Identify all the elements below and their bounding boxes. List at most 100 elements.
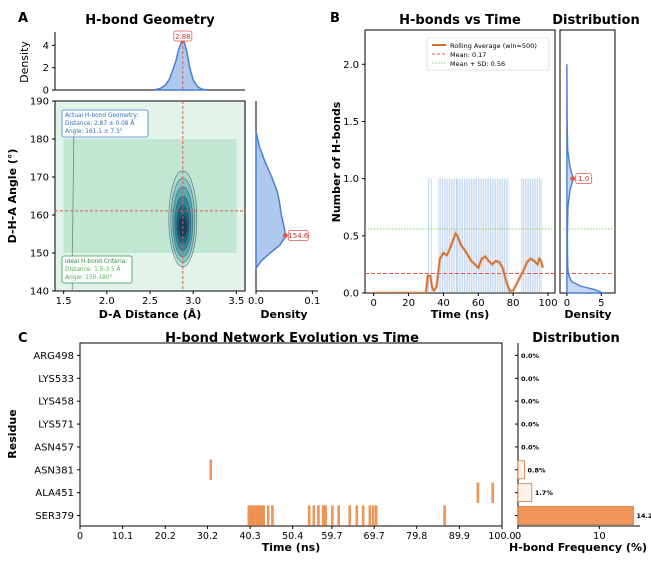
b-legend-sd: Mean + SD: 0.56 <box>450 60 505 68</box>
c-residue-label-ARG498: ARG498 <box>33 351 74 362</box>
c-freq-xlabel: H-bond Frequency (%) <box>509 541 647 554</box>
a-main-kde: 1.5 2.0 2.5 3.0 3.5 140 150 160 170 180 190 D-A Di… <box>6 97 246 321</box>
c-ylabel: Residue <box>6 409 19 458</box>
b-timeseries: 0 20 40 60 80 100 0.0 0.5 1.0 1.5 2.0 Time (ns) Nu… <box>330 29 558 321</box>
c-event-SER379 <box>355 505 359 526</box>
c-event-SER379 <box>337 505 340 526</box>
a-main-ytick-label: 140 <box>30 287 49 298</box>
c-xtick-label: 0 <box>77 531 83 542</box>
b-xtick-label: 60 <box>472 298 485 309</box>
c-residue-label-ALA451: ALA451 <box>35 488 74 499</box>
a-ideal-legend: Ideal H-bond Criteria: Distance: 1.5-3.5… <box>61 255 133 284</box>
a-main-xtick-label: 2.5 <box>142 296 158 307</box>
a-main-ytick-label: 170 <box>30 173 49 184</box>
c-xtick-label: 59.7 <box>321 531 342 542</box>
b-dist-xtick-label: 0 <box>564 298 570 309</box>
b-legend-rolling: Rolling Average (win=500) <box>450 42 537 50</box>
a-top-density: 0 2 4 Density 2.88 <box>18 30 245 97</box>
a-main-ylabel: D-H-A Angle (°) <box>6 149 19 244</box>
panel-b-dist-title: Distribution <box>552 13 639 28</box>
c-xtick-label: 10.1 <box>112 531 133 542</box>
a-right-xtick-label: 0.1 <box>304 296 320 307</box>
a-actual-legend: Actual H-bond Geometry: Distance: 2.87 ±… <box>61 109 149 138</box>
a-top-ytick-label: 2 <box>43 63 49 74</box>
b-xtick-label: 20 <box>402 298 415 309</box>
c-event-SER379 <box>321 505 325 526</box>
c-freq-label-LYS571: 0.0% <box>521 421 540 429</box>
c-event-SER379 <box>443 505 446 526</box>
b-dist-peak-point <box>570 176 576 182</box>
c-event-SER379 <box>271 505 274 526</box>
c-freq-xtick-label: 10 <box>593 531 606 542</box>
c-freq-label-LYS533: 0.0% <box>521 375 540 383</box>
a-actual-legend-l2: Distance: 2.87 ± 0.08 Å <box>65 120 134 127</box>
b-legend: Rolling Average (win=500) Mean: 0.17 Mea… <box>426 37 550 71</box>
c-freq-label-ASN381: 0.8% <box>528 466 547 474</box>
c-event-SER379 <box>331 505 334 526</box>
c-freq-label-ALA451: 1.7% <box>535 489 554 497</box>
c-residue-label-SER379: SER379 <box>35 511 74 522</box>
a-main-xtick-label: 3.0 <box>185 296 201 307</box>
a-right-xtick-label: 0.0 <box>248 296 264 307</box>
a-main-ytick-label: 180 <box>30 135 49 146</box>
b-rolling-line <box>373 232 544 293</box>
a-right-xlabel: Density <box>260 308 307 321</box>
c-xlabel: Time (ns) <box>262 541 320 554</box>
a-top-ytick-label: 4 <box>43 41 49 52</box>
a-right-peak-box <box>287 230 309 241</box>
c-event-SER379 <box>312 505 316 526</box>
c-freq-bar-ALA451 <box>517 483 533 503</box>
c-event-SER379 <box>361 505 365 526</box>
c-residue-label-LYS571: LYS571 <box>38 420 74 431</box>
c-freq-xtick-label: 0 <box>515 531 521 542</box>
c-frequency: 0.0% 0.0% 0.0% 0.0% 0.0% 0.8% 1.7% 14.2% 0 10 H-b… <box>509 343 651 554</box>
b-legend-mean: Mean: 0.17 <box>450 51 486 59</box>
a-main-xlabel: D-A Distance (Å) <box>99 308 202 321</box>
b-ytick-label: 1.5 <box>343 117 359 128</box>
c-xtick-label: 50.4 <box>282 531 303 542</box>
c-residue-label-LYS533: LYS533 <box>38 374 74 385</box>
a-main-xtick-label: 2.0 <box>99 296 115 307</box>
b-ytick-label: 2.0 <box>343 60 359 71</box>
c-event-SER379 <box>262 505 265 526</box>
c-xtick-label: 69.7 <box>364 531 385 542</box>
c-xtick-label: 100.0 <box>488 531 515 542</box>
c-event-SER379 <box>255 505 259 526</box>
c-event-ASN381 <box>209 459 213 480</box>
c-freq-label-ASN457: 0.0% <box>521 443 540 451</box>
c-event-SER379 <box>258 505 261 526</box>
c-residue-label-ASN381: ASN381 <box>34 465 74 476</box>
c-event-SER379 <box>307 505 311 526</box>
c-freq-bar-SER379 <box>517 506 634 525</box>
panel-a-title: H-bond Geometry <box>85 13 215 28</box>
c-event-SER379 <box>372 505 375 526</box>
b-dist-area <box>566 64 604 294</box>
b-ytick-label: 1.0 <box>343 174 359 185</box>
c-residue-label-ASN457: ASN457 <box>34 442 74 453</box>
a-top-peak-box <box>173 30 193 42</box>
a-ideal-region <box>63 139 237 253</box>
c-event-SER379 <box>260 505 263 526</box>
c-event-SER379 <box>251 505 255 526</box>
a-main-ytick-label: 190 <box>30 97 49 108</box>
c-freq-label-SER379: 14.2% <box>636 512 651 520</box>
a-ideal-legend-l2: Distance: 1.5-3.5 Å <box>65 266 121 273</box>
b-dist-peak-box <box>575 173 593 185</box>
c-event-ALA451 <box>491 482 494 503</box>
a-main-ytick-label: 150 <box>30 249 49 260</box>
c-event-SER379 <box>247 505 251 526</box>
a-actual-legend-l1: Actual H-bond Geometry: <box>65 113 138 119</box>
b-xlabel: Time (ns) <box>431 308 489 321</box>
c-xtick-label: 20.2 <box>155 531 176 542</box>
a-main-xtick-label: 1.5 <box>56 296 72 307</box>
c-xtick-label: 40.3 <box>239 531 260 542</box>
b-xtick-label: 100 <box>538 298 557 309</box>
a-right-density: 0.0 0.1 154.6 Density <box>248 101 320 321</box>
b-xtick-label: 80 <box>507 298 520 309</box>
panel-c-label: C <box>18 331 28 346</box>
b-ytick-label: 0.0 <box>343 289 359 300</box>
a-main-ytick-label: 160 <box>30 211 49 222</box>
c-event-SER379 <box>317 505 320 526</box>
c-network: ARG498 LYS533 LYS458 LYS571 ASN457 ASN381 ALA4… <box>6 342 516 554</box>
